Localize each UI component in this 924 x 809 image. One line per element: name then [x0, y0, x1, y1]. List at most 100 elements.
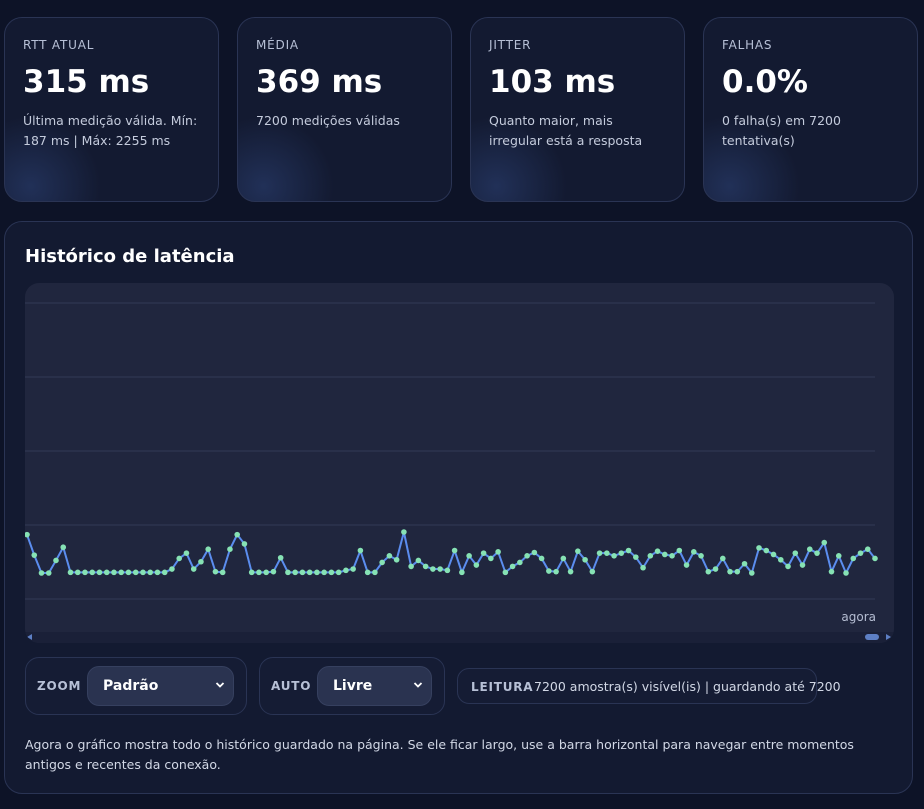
stat-label: JITTER	[489, 38, 532, 52]
latency-point	[154, 569, 161, 576]
latency-point	[676, 547, 683, 554]
latency-point	[38, 570, 45, 576]
latency-point	[314, 569, 320, 576]
latency-point	[82, 569, 88, 576]
scroll-right-arrow-icon[interactable]	[886, 634, 891, 640]
stat-card-jitter: JITTER 103 ms Quanto maior, mais irregul…	[470, 17, 685, 202]
latency-point	[640, 564, 646, 571]
latency-series-line	[26, 531, 876, 576]
latency-point	[821, 539, 828, 546]
latency-point	[328, 569, 335, 576]
latency-point	[132, 569, 139, 576]
latency-point	[654, 548, 661, 554]
latency-point	[473, 562, 480, 568]
stat-note: 7200 medições válidas	[256, 113, 400, 128]
latency-point	[669, 553, 675, 559]
latency-point	[538, 555, 545, 562]
latency-point	[430, 566, 436, 572]
latency-point	[234, 531, 240, 538]
latency-point	[480, 550, 487, 556]
latency-point	[553, 568, 559, 575]
latency-point	[25, 531, 30, 538]
latency-point	[459, 569, 465, 576]
latency-point	[212, 568, 219, 575]
latency-point	[103, 569, 110, 576]
latency-point	[517, 559, 523, 566]
latency-point	[546, 568, 552, 574]
scroll-thumb[interactable]	[865, 634, 879, 640]
stat-label: MÉDIA	[256, 38, 299, 52]
latency-point	[509, 563, 516, 570]
latency-point	[241, 541, 248, 547]
latency-point	[372, 569, 378, 576]
latency-point	[466, 553, 472, 559]
auto-select[interactable]: Livre	[317, 666, 432, 706]
latency-point	[118, 569, 125, 576]
latency-point	[422, 563, 429, 570]
latency-point	[502, 569, 509, 576]
readout-label: LEITURA	[471, 680, 534, 694]
help-text: Agora o gráfico mostra todo o histórico …	[25, 737, 854, 772]
latency-point	[205, 546, 211, 552]
zoom-label: ZOOM	[37, 679, 82, 693]
latency-point	[401, 529, 407, 535]
latency-point	[857, 550, 864, 556]
latency-point	[306, 569, 313, 576]
latency-point	[176, 555, 183, 562]
latency-point	[161, 569, 168, 576]
latency-history-panel: Histórico de latência agora ZOOM Padrão …	[4, 221, 913, 794]
latency-point	[183, 550, 190, 556]
stat-note: 0 falha(s) em 7200 tentativa(s)	[722, 113, 841, 148]
latency-point	[785, 563, 791, 570]
latency-point	[741, 560, 748, 567]
latency-point	[299, 569, 306, 576]
latency-point	[575, 548, 581, 554]
latency-point	[488, 555, 494, 562]
latency-point	[364, 569, 371, 576]
stat-label: FALHAS	[722, 38, 773, 52]
latency-point	[321, 569, 327, 576]
latency-point	[256, 569, 262, 576]
latency-point	[96, 569, 103, 576]
latency-point	[198, 558, 204, 565]
zoom-select[interactable]: Padrão	[87, 666, 234, 706]
latency-point	[270, 568, 277, 575]
latency-point	[604, 550, 610, 556]
latency-point	[792, 550, 799, 556]
latency-point	[589, 568, 596, 575]
latency-point	[864, 546, 871, 552]
auto-label: AUTO	[271, 679, 312, 693]
latency-point	[169, 566, 175, 572]
latency-point	[596, 550, 603, 556]
latency-point	[350, 566, 356, 572]
latency-point	[219, 569, 226, 576]
latency-point	[495, 549, 501, 555]
latency-point	[386, 553, 393, 559]
auto-control: AUTO Livre	[259, 657, 445, 715]
latency-point	[277, 554, 284, 561]
chart-horizontal-scrollbar[interactable]	[25, 632, 894, 643]
latency-point	[712, 566, 719, 572]
latency-point	[437, 566, 443, 572]
latency-point	[727, 568, 733, 575]
latency-point	[263, 569, 269, 576]
stat-value: 0.0%	[722, 64, 808, 100]
latency-point	[683, 562, 690, 568]
latency-point	[799, 562, 806, 568]
latency-point	[45, 570, 52, 576]
latency-point	[285, 569, 291, 576]
latency-point	[560, 555, 567, 562]
latency-point	[190, 566, 197, 572]
latency-point	[379, 559, 385, 566]
scroll-left-arrow-icon[interactable]	[27, 634, 32, 640]
latency-chart[interactable]: agora	[25, 283, 894, 643]
latency-point	[691, 549, 697, 555]
latency-point	[67, 569, 74, 576]
latency-point	[227, 546, 233, 552]
stat-value: 315 ms	[23, 64, 150, 100]
readout-text: 7200 amostra(s) visível(is) | guardando …	[534, 679, 841, 694]
latency-point	[335, 569, 342, 576]
latency-point	[111, 569, 117, 576]
latency-point	[806, 546, 813, 552]
latency-point	[611, 553, 617, 559]
